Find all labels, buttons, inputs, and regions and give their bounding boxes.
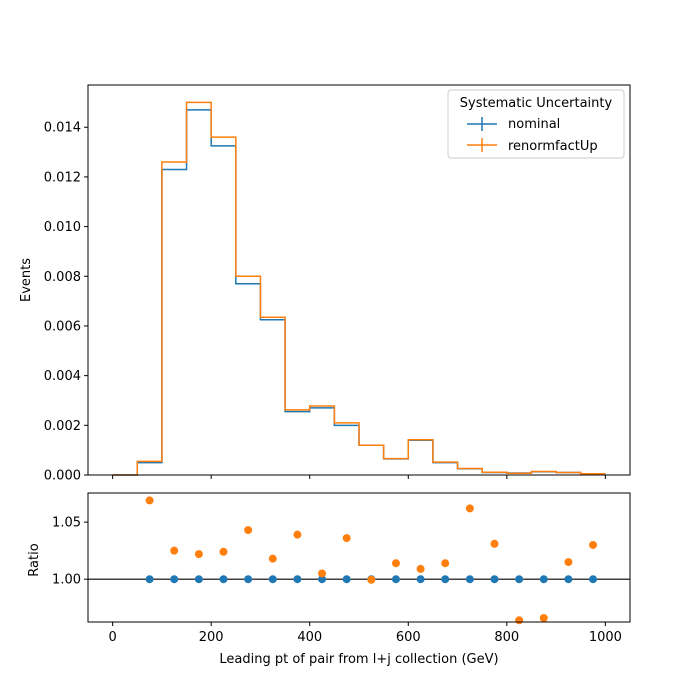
legend: Systematic Uncertainty nominal renormfac… [447, 89, 625, 159]
ratio-point-renormfactup [391, 559, 400, 568]
bottom-x-tick-label: 200 [199, 630, 224, 645]
top-axes-frame [87, 84, 631, 476]
ratio-point-nominal [564, 575, 573, 584]
ratio-point-nominal [318, 575, 327, 584]
legend-label-nominal: nominal [508, 117, 560, 132]
ratio-point-renormfactup [145, 496, 154, 505]
ratio-point-renormfactup [564, 558, 573, 567]
ratio-point-nominal [194, 575, 203, 584]
top-y-tick-label: 0.004 [44, 369, 81, 384]
y-axis-label-ratio: Ratio [27, 543, 42, 576]
legend-entry-renormfactup: renormfactUp [467, 138, 598, 154]
ratio-point-renormfactup [539, 614, 548, 623]
top-y-tick-label: 0.000 [44, 469, 81, 484]
bottom-x-tick-label: 400 [297, 630, 322, 645]
top-y-tick-label: 0.014 [44, 121, 81, 136]
ratio-point-nominal [589, 575, 598, 584]
bottom-x-tick-label: 600 [396, 630, 421, 645]
bottom-x-tick-label: 0 [108, 630, 116, 645]
bottom-y-ticks: 1.00 1.05 [52, 516, 88, 588]
histogram-step-renormfactup [112, 101, 606, 476]
ratio-point-renormfactup [268, 554, 277, 563]
bottom-panel: 1.00 1.05 0 200 400 600 800 1000 Ratio Leading… [27, 492, 631, 667]
ratio-point-nominal [416, 575, 425, 584]
ratio-point-nominal [391, 575, 400, 584]
ratio-point-nominal [441, 575, 450, 584]
ratio-point-renormfactup [170, 546, 179, 555]
legend-box [447, 89, 625, 159]
ratio-point-nominal [293, 575, 302, 584]
top-x-ticks [112, 475, 606, 479]
bottom-x-tick-label: 800 [494, 630, 519, 645]
ratio-point-nominal [342, 575, 351, 584]
ratio-point-nominal [244, 575, 253, 584]
ratio-point-renormfactup [244, 526, 253, 535]
ratio-point-renormfactup [465, 504, 474, 513]
legend-title: Systematic Uncertainty [460, 96, 613, 111]
ratio-point-renormfactup [416, 564, 425, 573]
bottom-x-tick-label: 1000 [589, 630, 622, 645]
bottom-axes-frame [87, 492, 631, 623]
top-y-ticks: 0.000 0.002 0.004 0.006 0.008 0.010 0.012 0.014 [44, 121, 88, 484]
ratio-point-renormfactup [367, 575, 376, 584]
top-y-tick-label: 0.010 [44, 220, 81, 235]
ratio-point-renormfactup [318, 569, 327, 578]
ratio-point-nominal [465, 575, 474, 584]
bottom-plot-area [88, 496, 630, 625]
ratio-point-renormfactup [441, 559, 450, 568]
ratio-point-renormfactup [342, 534, 351, 543]
top-y-tick-label: 0.008 [44, 270, 81, 285]
y-axis-label-events: Events [19, 258, 34, 302]
top-y-tick-label: 0.002 [44, 419, 81, 434]
bottom-y-tick-label: 1.05 [52, 516, 81, 531]
ratio-point-renormfactup [219, 547, 228, 556]
ratio-point-nominal [490, 575, 499, 584]
ratio-point-nominal [170, 575, 179, 584]
legend-label-renormfactup: renormfactUp [508, 139, 598, 154]
ratio-point-nominal [515, 575, 524, 584]
ratio-point-renormfactup [589, 540, 598, 549]
ratio-point-nominal [539, 575, 548, 584]
ratio-point-nominal [145, 575, 154, 584]
top-y-tick-label: 0.006 [44, 319, 81, 334]
x-axis-label: Leading pt of pair from l+j collection (… [219, 652, 498, 667]
ratio-point-renormfactup [194, 550, 203, 559]
ratio-point-nominal [219, 575, 228, 584]
ratio-point-renormfactup [293, 530, 302, 539]
ratio-point-renormfactup [490, 539, 499, 548]
top-panel: 0.000 0.002 0.004 0.006 0.008 0.010 0.012 0.014… [19, 84, 631, 484]
legend-entry-nominal: nominal [467, 117, 560, 132]
ratio-point-nominal [268, 575, 277, 584]
top-plot-area [112, 101, 606, 476]
bottom-y-tick-label: 1.00 [52, 573, 81, 588]
top-y-tick-label: 0.012 [44, 170, 81, 185]
ratio-point-renormfactup [515, 616, 524, 625]
bottom-x-ticks: 0 200 400 600 800 1000 [108, 622, 622, 645]
